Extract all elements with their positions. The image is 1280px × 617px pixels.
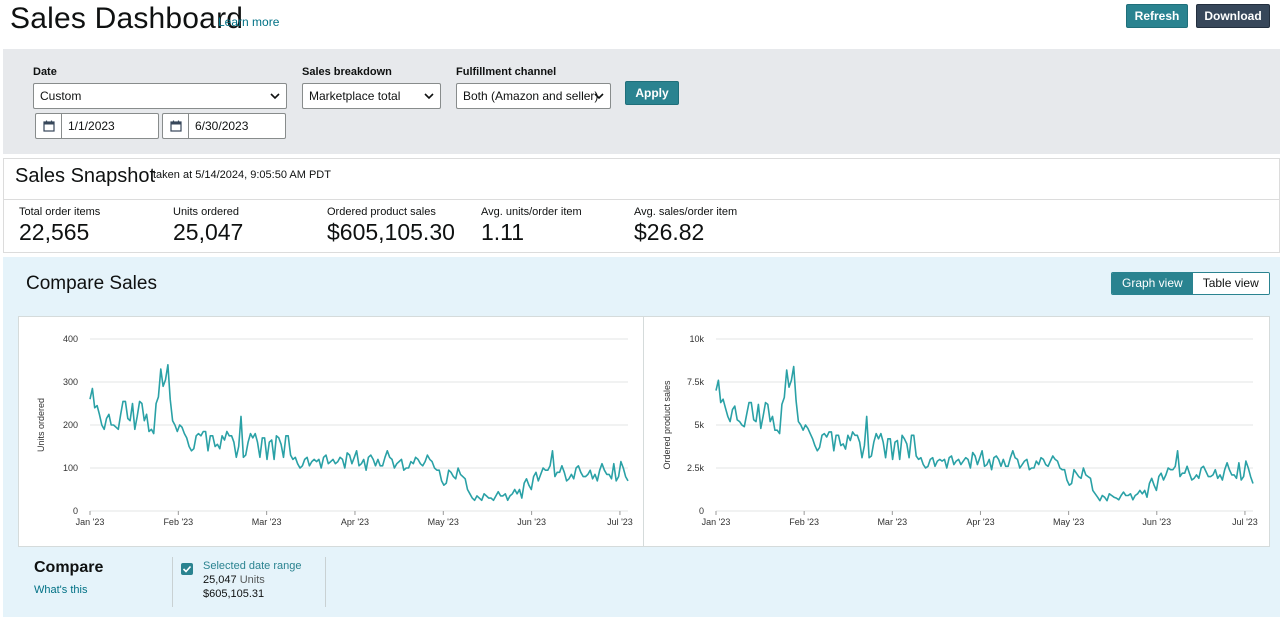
date-select-value: Custom bbox=[40, 89, 82, 103]
y-axis-label: Ordered product sales bbox=[662, 380, 672, 470]
chevron-down-icon bbox=[424, 93, 434, 100]
sales-snapshot: Sales Snapshot taken at 5/14/2024, 9:05:… bbox=[3, 158, 1280, 253]
y-tick-label: 200 bbox=[63, 420, 78, 430]
y-tick-label: 0 bbox=[699, 506, 704, 516]
apply-button[interactable]: Apply bbox=[625, 81, 679, 105]
sales-breakdown-label: Sales breakdown bbox=[302, 66, 392, 78]
metric-ordered-product-sales: Ordered product sales $605,105.30 bbox=[327, 206, 455, 246]
metric-label: Avg. units/order item bbox=[481, 206, 582, 218]
snapshot-header: Sales Snapshot taken at 5/14/2024, 9:05:… bbox=[4, 159, 1279, 200]
download-button[interactable]: Download bbox=[1196, 4, 1270, 28]
fulfillment-value: Both (Amazon and seller) bbox=[463, 89, 599, 103]
sales-chart-panel: 0 2.5k 5k 7.5k 10k Jan '23 Feb '23 Mar '23 Apr '… bbox=[643, 316, 1270, 547]
y-axis-label: Units ordered bbox=[36, 398, 46, 452]
legend-selected-range: Selected date range 25,047 Units $605,10… bbox=[172, 557, 326, 607]
y-tick-label: 100 bbox=[63, 463, 78, 473]
compare-sales-title: Compare Sales bbox=[26, 273, 157, 294]
checkmark-icon bbox=[182, 565, 192, 573]
y-tick-label: 5k bbox=[694, 420, 704, 430]
x-tick-label: Mar '23 bbox=[252, 517, 282, 527]
view-toggle: Graph view Table view bbox=[1111, 272, 1270, 295]
learn-more-link[interactable]: Learn more bbox=[218, 15, 280, 29]
units-ordered-chart: 0 100 200 300 400 Jan '23 Feb '23 Mar '23 Apr '2… bbox=[36, 334, 633, 527]
metric-units-ordered: Units ordered 25,047 bbox=[173, 206, 243, 246]
legend-units-suffix: Units bbox=[239, 574, 265, 586]
table-view-button[interactable]: Table view bbox=[1192, 273, 1269, 294]
y-tick-label: 2.5k bbox=[687, 463, 705, 473]
x-tick-label: Jun '23 bbox=[1142, 517, 1171, 527]
y-tick-label: 300 bbox=[63, 377, 78, 387]
graph-view-button[interactable]: Graph view bbox=[1112, 273, 1193, 294]
chevron-down-icon bbox=[594, 93, 604, 100]
metric-label: Avg. sales/order item bbox=[634, 206, 738, 218]
fulfillment-select[interactable]: Both (Amazon and seller) bbox=[456, 83, 611, 109]
end-date-field[interactable]: 6/30/2023 bbox=[162, 113, 286, 139]
y-tick-label: 0 bbox=[73, 506, 78, 516]
x-tick-label: Jan '23 bbox=[702, 517, 731, 527]
header: Sales Dashboard Learn more Refresh Downl… bbox=[0, 0, 1280, 46]
x-tick-label: May '23 bbox=[428, 517, 459, 527]
refresh-button[interactable]: Refresh bbox=[1126, 4, 1188, 28]
date-select[interactable]: Custom bbox=[33, 83, 287, 109]
sales-breakdown-value: Marketplace total bbox=[309, 89, 401, 103]
metric-avg-sales: Avg. sales/order item $26.82 bbox=[634, 206, 737, 246]
snapshot-timestamp: taken at 5/14/2024, 9:05:50 AM PDT bbox=[153, 169, 331, 181]
start-date-value: 1/1/2023 bbox=[68, 119, 115, 133]
x-tick-label: Feb '23 bbox=[163, 517, 193, 527]
x-tick-label: Feb '23 bbox=[789, 517, 819, 527]
calendar-icon[interactable] bbox=[36, 114, 62, 138]
selected-range-checkbox[interactable] bbox=[181, 563, 193, 575]
legend-name[interactable]: Selected date range bbox=[203, 560, 302, 572]
metric-value: $26.82 bbox=[634, 219, 705, 245]
metric-label: Total order items bbox=[19, 206, 101, 218]
series-line bbox=[89, 363, 629, 502]
units-chart-panel: 0 100 200 300 400 Jan '23 Feb '23 Mar '23 Apr '2… bbox=[18, 316, 644, 547]
legend-sales: $605,105.31 bbox=[203, 588, 265, 600]
whats-this-link[interactable]: What's this bbox=[34, 584, 88, 596]
metric-value: 1.11 bbox=[481, 219, 525, 245]
date-label: Date bbox=[33, 66, 57, 78]
y-tick-label: 7.5k bbox=[687, 377, 705, 387]
legend-units-value: 25,047 bbox=[203, 574, 237, 586]
series-line bbox=[715, 365, 1254, 502]
page-title: Sales Dashboard bbox=[10, 2, 244, 35]
y-tick-label: 400 bbox=[63, 334, 78, 344]
metric-total-order-items: Total order items 22,565 bbox=[19, 206, 100, 246]
x-tick-label: Jul '23 bbox=[607, 517, 633, 527]
y-tick-label: 10k bbox=[689, 334, 704, 344]
snapshot-title: Sales Snapshot bbox=[15, 165, 156, 187]
x-tick-label: Jul '23 bbox=[1232, 517, 1258, 527]
x-tick-label: May '23 bbox=[1053, 517, 1084, 527]
product-sales-chart: 0 2.5k 5k 7.5k 10k Jan '23 Feb '23 Mar '23 Apr '… bbox=[662, 334, 1258, 527]
start-date-field[interactable]: 1/1/2023 bbox=[35, 113, 159, 139]
metric-value: 22,565 bbox=[19, 219, 90, 245]
x-tick-label: Apr '23 bbox=[966, 517, 994, 527]
chevron-down-icon bbox=[270, 93, 280, 100]
legend-units: 25,047 Units bbox=[203, 574, 265, 586]
calendar-icon[interactable] bbox=[163, 114, 189, 138]
sales-breakdown-select[interactable]: Marketplace total bbox=[302, 83, 441, 109]
compare-sales-section: Compare Sales Graph view Table view 0 100… bbox=[3, 257, 1280, 617]
compare-label: Compare bbox=[34, 559, 104, 576]
x-tick-label: Jan '23 bbox=[76, 517, 105, 527]
fulfillment-label: Fulfillment channel bbox=[456, 66, 557, 78]
x-tick-label: Mar '23 bbox=[877, 517, 907, 527]
end-date-value: 6/30/2023 bbox=[195, 119, 249, 133]
metric-label: Units ordered bbox=[173, 206, 240, 218]
metric-label: Ordered product sales bbox=[327, 206, 436, 218]
x-tick-label: Jun '23 bbox=[517, 517, 546, 527]
x-tick-label: Apr '23 bbox=[341, 517, 369, 527]
metric-avg-units: Avg. units/order item 1.11 bbox=[481, 206, 582, 246]
metric-value: 25,047 bbox=[173, 219, 244, 245]
filter-bar: Date Custom 1/1/2023 6/30/2023 Sales bre… bbox=[3, 49, 1280, 154]
metric-value: $605,105.30 bbox=[327, 219, 455, 245]
